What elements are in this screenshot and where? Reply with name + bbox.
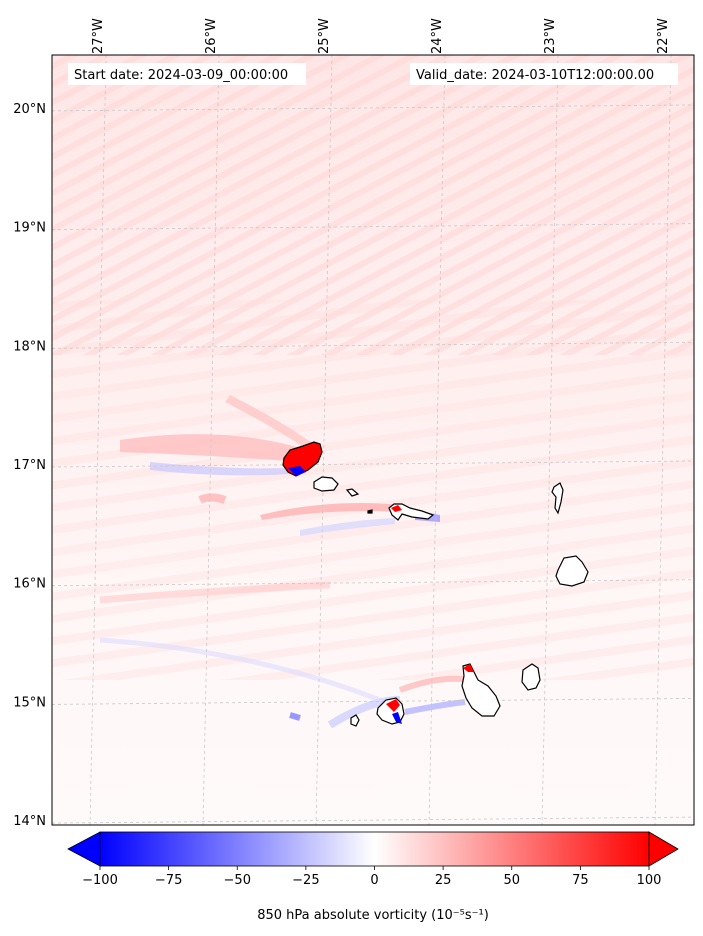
longitude-tick-label: 26°W: [204, 18, 219, 54]
latitude-tick-label: 16°N: [13, 577, 46, 592]
meridian-line: [202, 55, 220, 825]
meridian-line: [315, 55, 333, 825]
parallel-line: [52, 460, 694, 468]
colorbar-tick-label: −100: [82, 873, 118, 888]
latitude-tick-label: 18°N: [13, 339, 46, 354]
colorbar-tick-label: −75: [155, 873, 182, 888]
colorbar-ticks: −100 −75 −50 −25 0 25 50 75 100: [82, 866, 661, 888]
latitude-tick-label: 20°N: [13, 102, 46, 117]
parallel-line: [52, 579, 694, 587]
meridian-line: [89, 55, 107, 825]
colorbar-tick-label: −25: [292, 873, 319, 888]
latitude-tick-label: 14°N: [13, 814, 46, 829]
parallel-line: [52, 341, 694, 349]
start-date-annotation: Start date: 2024-03-09_00:00:00: [68, 63, 306, 85]
island-santa-luzia: [345, 488, 360, 497]
longitude-labels: 27°W 26°W 25°W 24°W 23°W 22°W: [91, 18, 671, 54]
colorbar-ramp: [99, 831, 650, 867]
colorbar-extend-high: [648, 831, 679, 867]
island-maio: [521, 663, 541, 691]
graticule: [52, 55, 694, 825]
island-branco: [367, 509, 373, 514]
island-brava: [350, 714, 360, 727]
latitude-tick-label: 17°N: [13, 458, 46, 473]
colorbar-tick-label: 0: [370, 873, 378, 888]
map-frame: [51, 54, 695, 826]
colorbar-tick-label: 50: [503, 873, 520, 888]
island-sal: [551, 482, 564, 515]
meridian-line: [541, 55, 559, 825]
island-boa-vista: [555, 555, 589, 587]
longitude-tick-label: 24°W: [430, 18, 445, 54]
latitude-tick-label: 15°N: [13, 695, 46, 710]
meridian-line: [428, 55, 446, 825]
parallel-line: [52, 223, 694, 230]
longitude-tick-label: 27°W: [91, 18, 106, 54]
colorbar-tick-label: −50: [224, 873, 251, 888]
meridian-line: [654, 55, 672, 825]
longitude-tick-label: 23°W: [543, 18, 558, 54]
parallel-line: [52, 698, 694, 705]
parallel-line: [52, 104, 694, 112]
colorbar-tick-label: 75: [572, 873, 589, 888]
colorbar-extend-low: [67, 831, 101, 867]
islands: [282, 441, 589, 727]
island-sao-vicente: [313, 476, 339, 492]
longitude-tick-label: 22°W: [656, 18, 671, 54]
colorbar-label: 850 hPa absolute vorticity (10⁻⁵s⁻¹): [257, 908, 489, 923]
longitude-tick-label: 25°W: [317, 18, 332, 54]
latitude-labels: 20°N 19°N 18°N 17°N 16°N 15°N 14°N: [13, 102, 46, 829]
parallel-line: [52, 816, 694, 824]
vorticity-field: [52, 55, 694, 825]
colorbar-tick-label: 25: [435, 873, 452, 888]
colorbar-tick-label: 100: [637, 873, 662, 888]
colorbar: −100 −75 −50 −25 0 25 50 75 100 850 hPa absolute…: [67, 831, 679, 923]
valid-date-annotation: Valid_date: 2024-03-10T12:00:00.00: [410, 63, 678, 85]
island-santiago: [461, 663, 501, 717]
valid-date-label: Valid_date: 2024-03-10T12:00:00.00: [416, 68, 654, 83]
latitude-tick-label: 19°N: [13, 221, 46, 236]
start-date-label: Start date: 2024-03-09_00:00:00: [74, 68, 288, 83]
